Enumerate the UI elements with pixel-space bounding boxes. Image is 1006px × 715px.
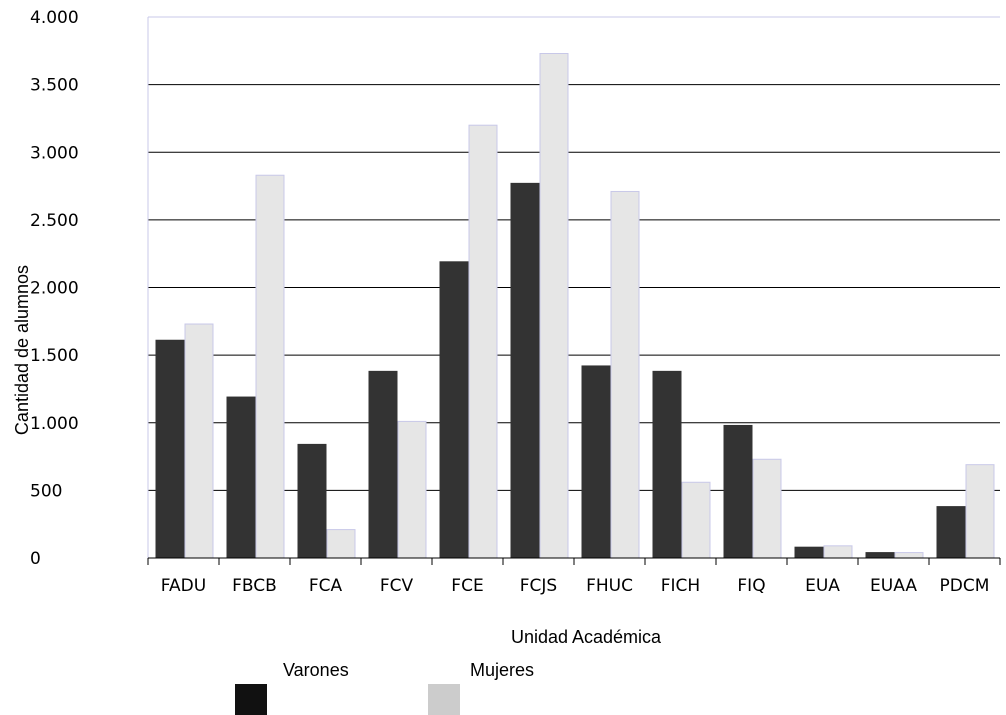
bar-mujeres (965, 464, 995, 559)
x-tick-label: EUAA (870, 576, 917, 596)
legend: Varones Mujeres (235, 660, 534, 715)
x-tick-label: FADU (161, 576, 206, 596)
y-tick-labels: 0 500 1.000 1.500 2.000 2.500 3.000 3.500 4.000 (30, 8, 79, 569)
y-tick-label: 2.000 (30, 279, 79, 299)
y-tick-label: 3.000 (30, 143, 79, 163)
bar-mujeres (610, 190, 640, 559)
x-tick-label: FCE (451, 576, 483, 596)
bar-varones (794, 546, 824, 559)
x-tick-label: PDCM (940, 576, 990, 596)
bar-mujeres (184, 323, 214, 559)
x-axis-title: Unidad Académica (511, 627, 662, 647)
bar-varones (723, 424, 753, 559)
gridlines (148, 16, 1000, 491)
bar-mujeres (894, 552, 924, 559)
bar-mujeres (539, 53, 569, 559)
y-tick-label: 2.500 (30, 211, 79, 231)
bar-varones (865, 552, 895, 559)
x-tick-label: FHUC (586, 576, 633, 596)
legend-swatch-varones (235, 684, 267, 715)
bars (155, 53, 995, 559)
bar-varones (226, 396, 256, 559)
y-tick-label: 500 (30, 481, 62, 501)
y-tick-label: 4.000 (30, 8, 79, 28)
x-tick-label: EUA (805, 576, 840, 596)
bar-varones (510, 182, 540, 559)
bar-varones (155, 339, 185, 559)
legend-swatch-mujeres (428, 684, 460, 715)
bar-mujeres (326, 529, 356, 559)
y-tick-label: 3.500 (30, 76, 79, 96)
x-tick-label: FCA (309, 576, 343, 596)
legend-label-mujeres: Mujeres (470, 660, 534, 680)
x-tick-labels: FADU FBCB FCA FCV FCE FCJS FHUC FICH FIQ EUA EUAA P… (161, 576, 990, 596)
x-tick-label: FIQ (737, 576, 765, 596)
y-tick-label: 1.000 (30, 414, 79, 434)
x-tick-label: FBCB (232, 576, 277, 596)
bar-mujeres (468, 124, 498, 559)
bar-varones (439, 261, 469, 559)
bar-mujeres (397, 420, 427, 559)
bar-varones (936, 506, 966, 559)
x-tick-label: FCV (380, 576, 414, 596)
bar-varones (581, 365, 611, 559)
y-tick-label: 1.500 (30, 346, 79, 366)
bar-varones (652, 370, 682, 559)
y-tick-label: 0 (30, 549, 41, 569)
axes (147, 16, 1001, 565)
bar-mujeres (681, 481, 711, 559)
x-tick-label: FICH (661, 576, 700, 596)
bar-varones (368, 370, 398, 559)
x-tick-label: FCJS (520, 576, 557, 596)
bar-mujeres (255, 174, 285, 559)
legend-label-varones: Varones (283, 660, 349, 680)
y-axis-title: Cantidad de alumnos (12, 265, 32, 435)
bar-mujeres (752, 458, 782, 559)
bar-mujeres (823, 545, 853, 559)
bar-varones (297, 443, 327, 559)
